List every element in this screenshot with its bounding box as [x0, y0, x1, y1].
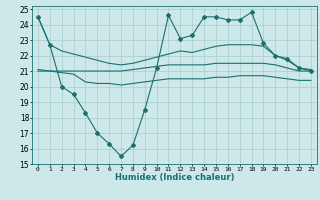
X-axis label: Humidex (Indice chaleur): Humidex (Indice chaleur): [115, 173, 234, 182]
